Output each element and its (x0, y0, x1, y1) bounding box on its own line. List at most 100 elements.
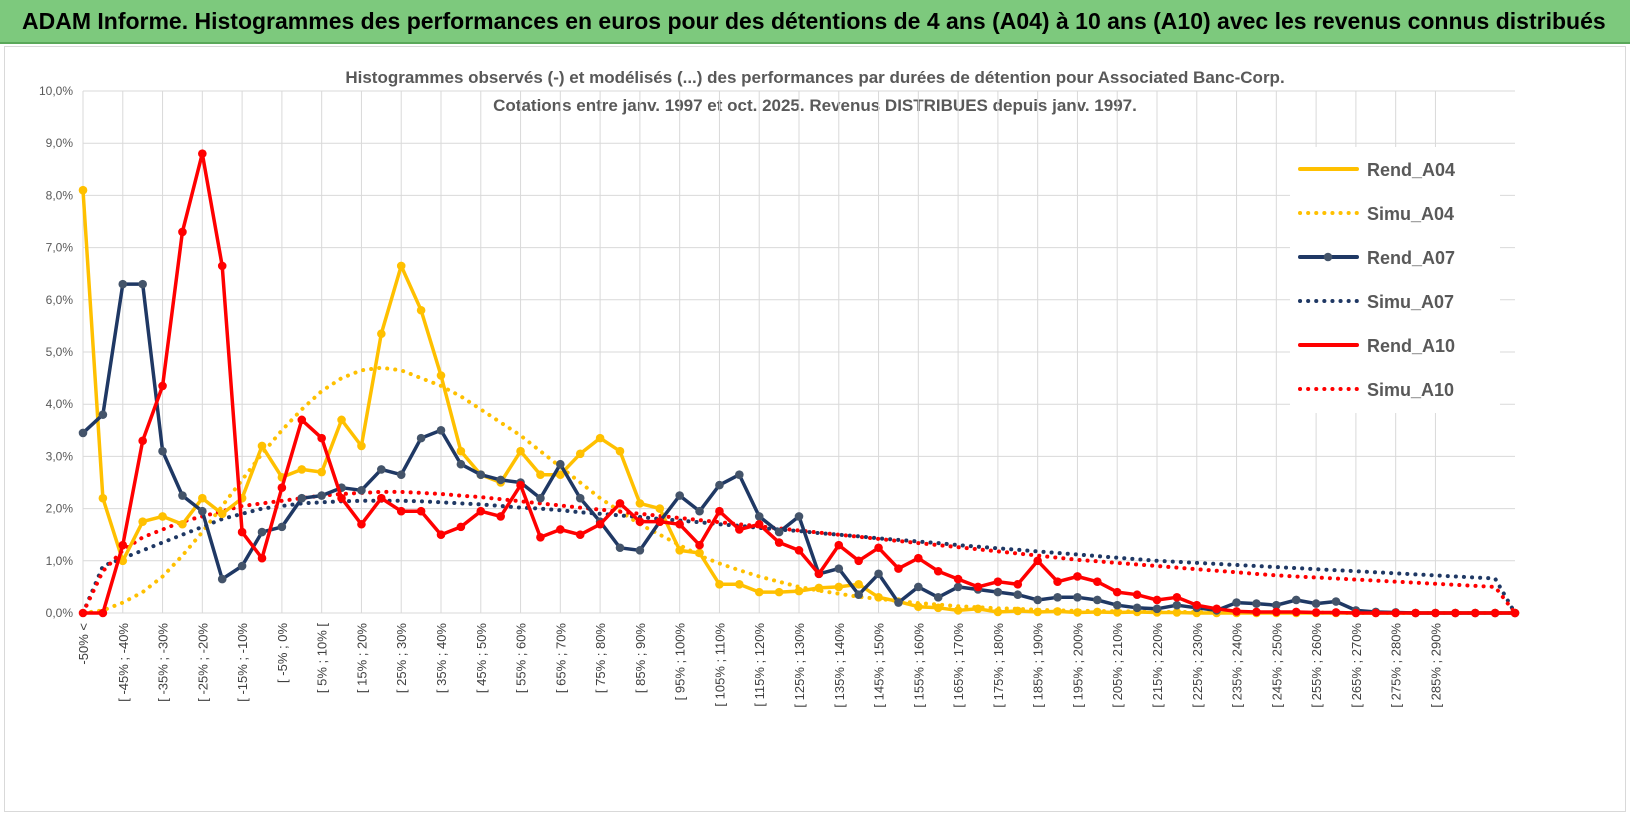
data-point-Rend_A10 (575, 530, 585, 539)
data-point-Rend_A04 (217, 509, 227, 519)
data-point-Rend_A10 (1291, 607, 1301, 617)
x-tick-label: [ 75% ; 80% (593, 623, 608, 694)
data-point-Rend_A07 (774, 527, 784, 537)
data-point-Rend_A07 (277, 522, 287, 532)
x-tick-label: [ 175% ; 180% (991, 623, 1006, 708)
data-point-Rend_A04 (1112, 608, 1122, 617)
data-point-Rend_A10 (1272, 607, 1281, 617)
report-banner: ADAM Informe. Histogrammes des performan… (0, 0, 1630, 44)
data-point-Rend_A04 (754, 587, 764, 597)
x-tick-label: [ 155% ; 160% (911, 623, 926, 708)
y-tick-label: 0,0% (46, 606, 74, 620)
data-point-Rend_A10 (854, 556, 863, 566)
series-line-Simu_A07 (81, 498, 1517, 615)
data-point-Rend_A04 (98, 493, 108, 503)
data-point-Rend_A10 (1053, 577, 1062, 586)
data-point-Rend_A04 (675, 546, 684, 555)
y-tick-label: 7,0% (46, 241, 74, 255)
data-point-Rend_A10 (774, 538, 784, 547)
data-point-Rend_A07 (854, 590, 863, 600)
data-point-Rend_A04 (158, 512, 167, 521)
series-layer (78, 149, 1520, 618)
y-tick-label: 2,0% (46, 502, 74, 516)
data-point-Rend_A07 (953, 582, 963, 592)
data-point-Rend_A04 (178, 519, 187, 529)
data-point-Rend_A10 (337, 493, 346, 503)
data-point-Rend_A10 (953, 574, 963, 584)
x-tick-label: [ 95% ; 100% (673, 623, 688, 701)
data-point-Rend_A10 (1391, 608, 1400, 618)
data-point-Rend_A04 (1033, 607, 1042, 617)
data-point-Rend_A07 (794, 512, 804, 521)
data-point-Rend_A10 (834, 540, 844, 550)
data-point-Rend_A04 (396, 261, 406, 271)
data-point-Rend_A07 (456, 459, 466, 469)
data-point-Rend_A10 (814, 569, 824, 579)
data-point-Rend_A04 (914, 602, 923, 612)
data-point-Rend_A04 (198, 493, 207, 503)
data-point-Rend_A07 (377, 465, 386, 474)
data-point-Rend_A04 (297, 465, 307, 474)
data-point-Rend_A07 (1331, 597, 1341, 606)
data-point-Rend_A07 (217, 574, 227, 584)
data-point-Rend_A07 (436, 426, 446, 435)
data-point-Rend_A10 (1451, 608, 1460, 618)
grid (82, 90, 1515, 614)
data-point-Rend_A10 (1192, 600, 1202, 610)
data-point-Rend_A07 (933, 593, 943, 602)
data-point-Rend_A10 (1112, 587, 1122, 597)
data-point-Rend_A04 (377, 329, 386, 339)
x-tick-label: [ 165% ; 170% (951, 623, 966, 708)
data-point-Rend_A10 (1033, 556, 1042, 566)
data-point-Rend_A04 (655, 504, 665, 513)
x-tick-label: [ 125% ; 130% (792, 623, 807, 708)
data-point-Rend_A04 (635, 499, 645, 508)
data-point-Rend_A07 (297, 493, 307, 503)
data-point-Rend_A07 (993, 587, 1003, 597)
data-point-Rend_A07 (1232, 598, 1241, 607)
x-tick-label: [ 15% ; 20% (354, 623, 369, 694)
data-point-Rend_A07 (675, 491, 684, 500)
data-point-Rend_A07 (317, 491, 326, 500)
data-point-Rend_A07 (1112, 600, 1122, 610)
x-tick-label: [ 225% ; 230% (1190, 623, 1205, 708)
legend-label-Rend_A04: Rend_A04 (1367, 160, 1455, 180)
data-point-Rend_A10 (1331, 608, 1341, 617)
data-point-Rend_A07 (1053, 593, 1062, 602)
data-point-Rend_A10 (257, 553, 267, 563)
data-point-Rend_A10 (396, 506, 406, 516)
data-point-Rend_A07 (536, 493, 545, 503)
data-point-Rend_A07 (556, 459, 565, 469)
data-point-Rend_A10 (536, 533, 545, 542)
data-point-Rend_A07 (1311, 599, 1321, 608)
data-point-Rend_A10 (78, 608, 88, 618)
data-point-Rend_A10 (794, 546, 804, 555)
x-tick-label: [ -15% ; -10% (235, 623, 250, 702)
data-point-Rend_A04 (834, 582, 844, 592)
data-point-Rend_A04 (575, 449, 585, 459)
data-point-Rend_A04 (615, 446, 625, 456)
data-point-Rend_A07 (695, 506, 704, 516)
data-point-Rend_A10 (615, 499, 625, 508)
data-point-Rend_A10 (754, 519, 764, 529)
data-point-Rend_A04 (556, 470, 565, 479)
legend-label-Rend_A10: Rend_A10 (1367, 336, 1455, 356)
x-tick-label: [ 265% ; 270% (1349, 623, 1364, 708)
data-point-Rend_A10 (1172, 593, 1182, 602)
data-point-Rend_A10 (357, 519, 366, 529)
data-point-Rend_A10 (993, 577, 1003, 586)
x-tick-label: [ 285% ; 290% (1428, 623, 1443, 708)
data-point-Rend_A10 (118, 540, 128, 550)
data-point-Rend_A10 (675, 519, 684, 529)
data-point-Rend_A07 (1172, 600, 1182, 610)
data-point-Rend_A10 (1470, 608, 1480, 618)
data-point-Rend_A07 (1073, 593, 1082, 602)
data-point-Rend_A07 (735, 470, 744, 479)
y-tick-label: 5,0% (46, 345, 74, 359)
y-tick-label: 4,0% (46, 397, 74, 411)
data-point-Rend_A07 (635, 546, 645, 555)
data-point-Rend_A07 (118, 279, 128, 289)
x-tick-label: [ 35% ; 40% (434, 623, 449, 694)
line-chart: Histogrammes observés (-) et modélisés (… (39, 68, 1520, 708)
